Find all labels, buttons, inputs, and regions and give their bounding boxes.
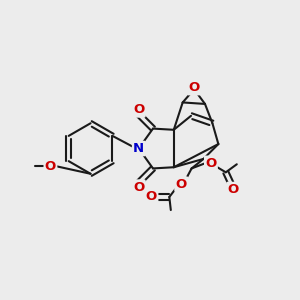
Text: O: O bbox=[176, 178, 187, 191]
Text: O: O bbox=[228, 183, 239, 196]
Text: O: O bbox=[133, 181, 144, 194]
Text: O: O bbox=[45, 160, 56, 173]
Text: O: O bbox=[146, 190, 157, 203]
Text: O: O bbox=[188, 81, 200, 94]
Text: O: O bbox=[133, 103, 144, 116]
Text: N: N bbox=[133, 142, 144, 155]
Text: O: O bbox=[205, 157, 217, 170]
